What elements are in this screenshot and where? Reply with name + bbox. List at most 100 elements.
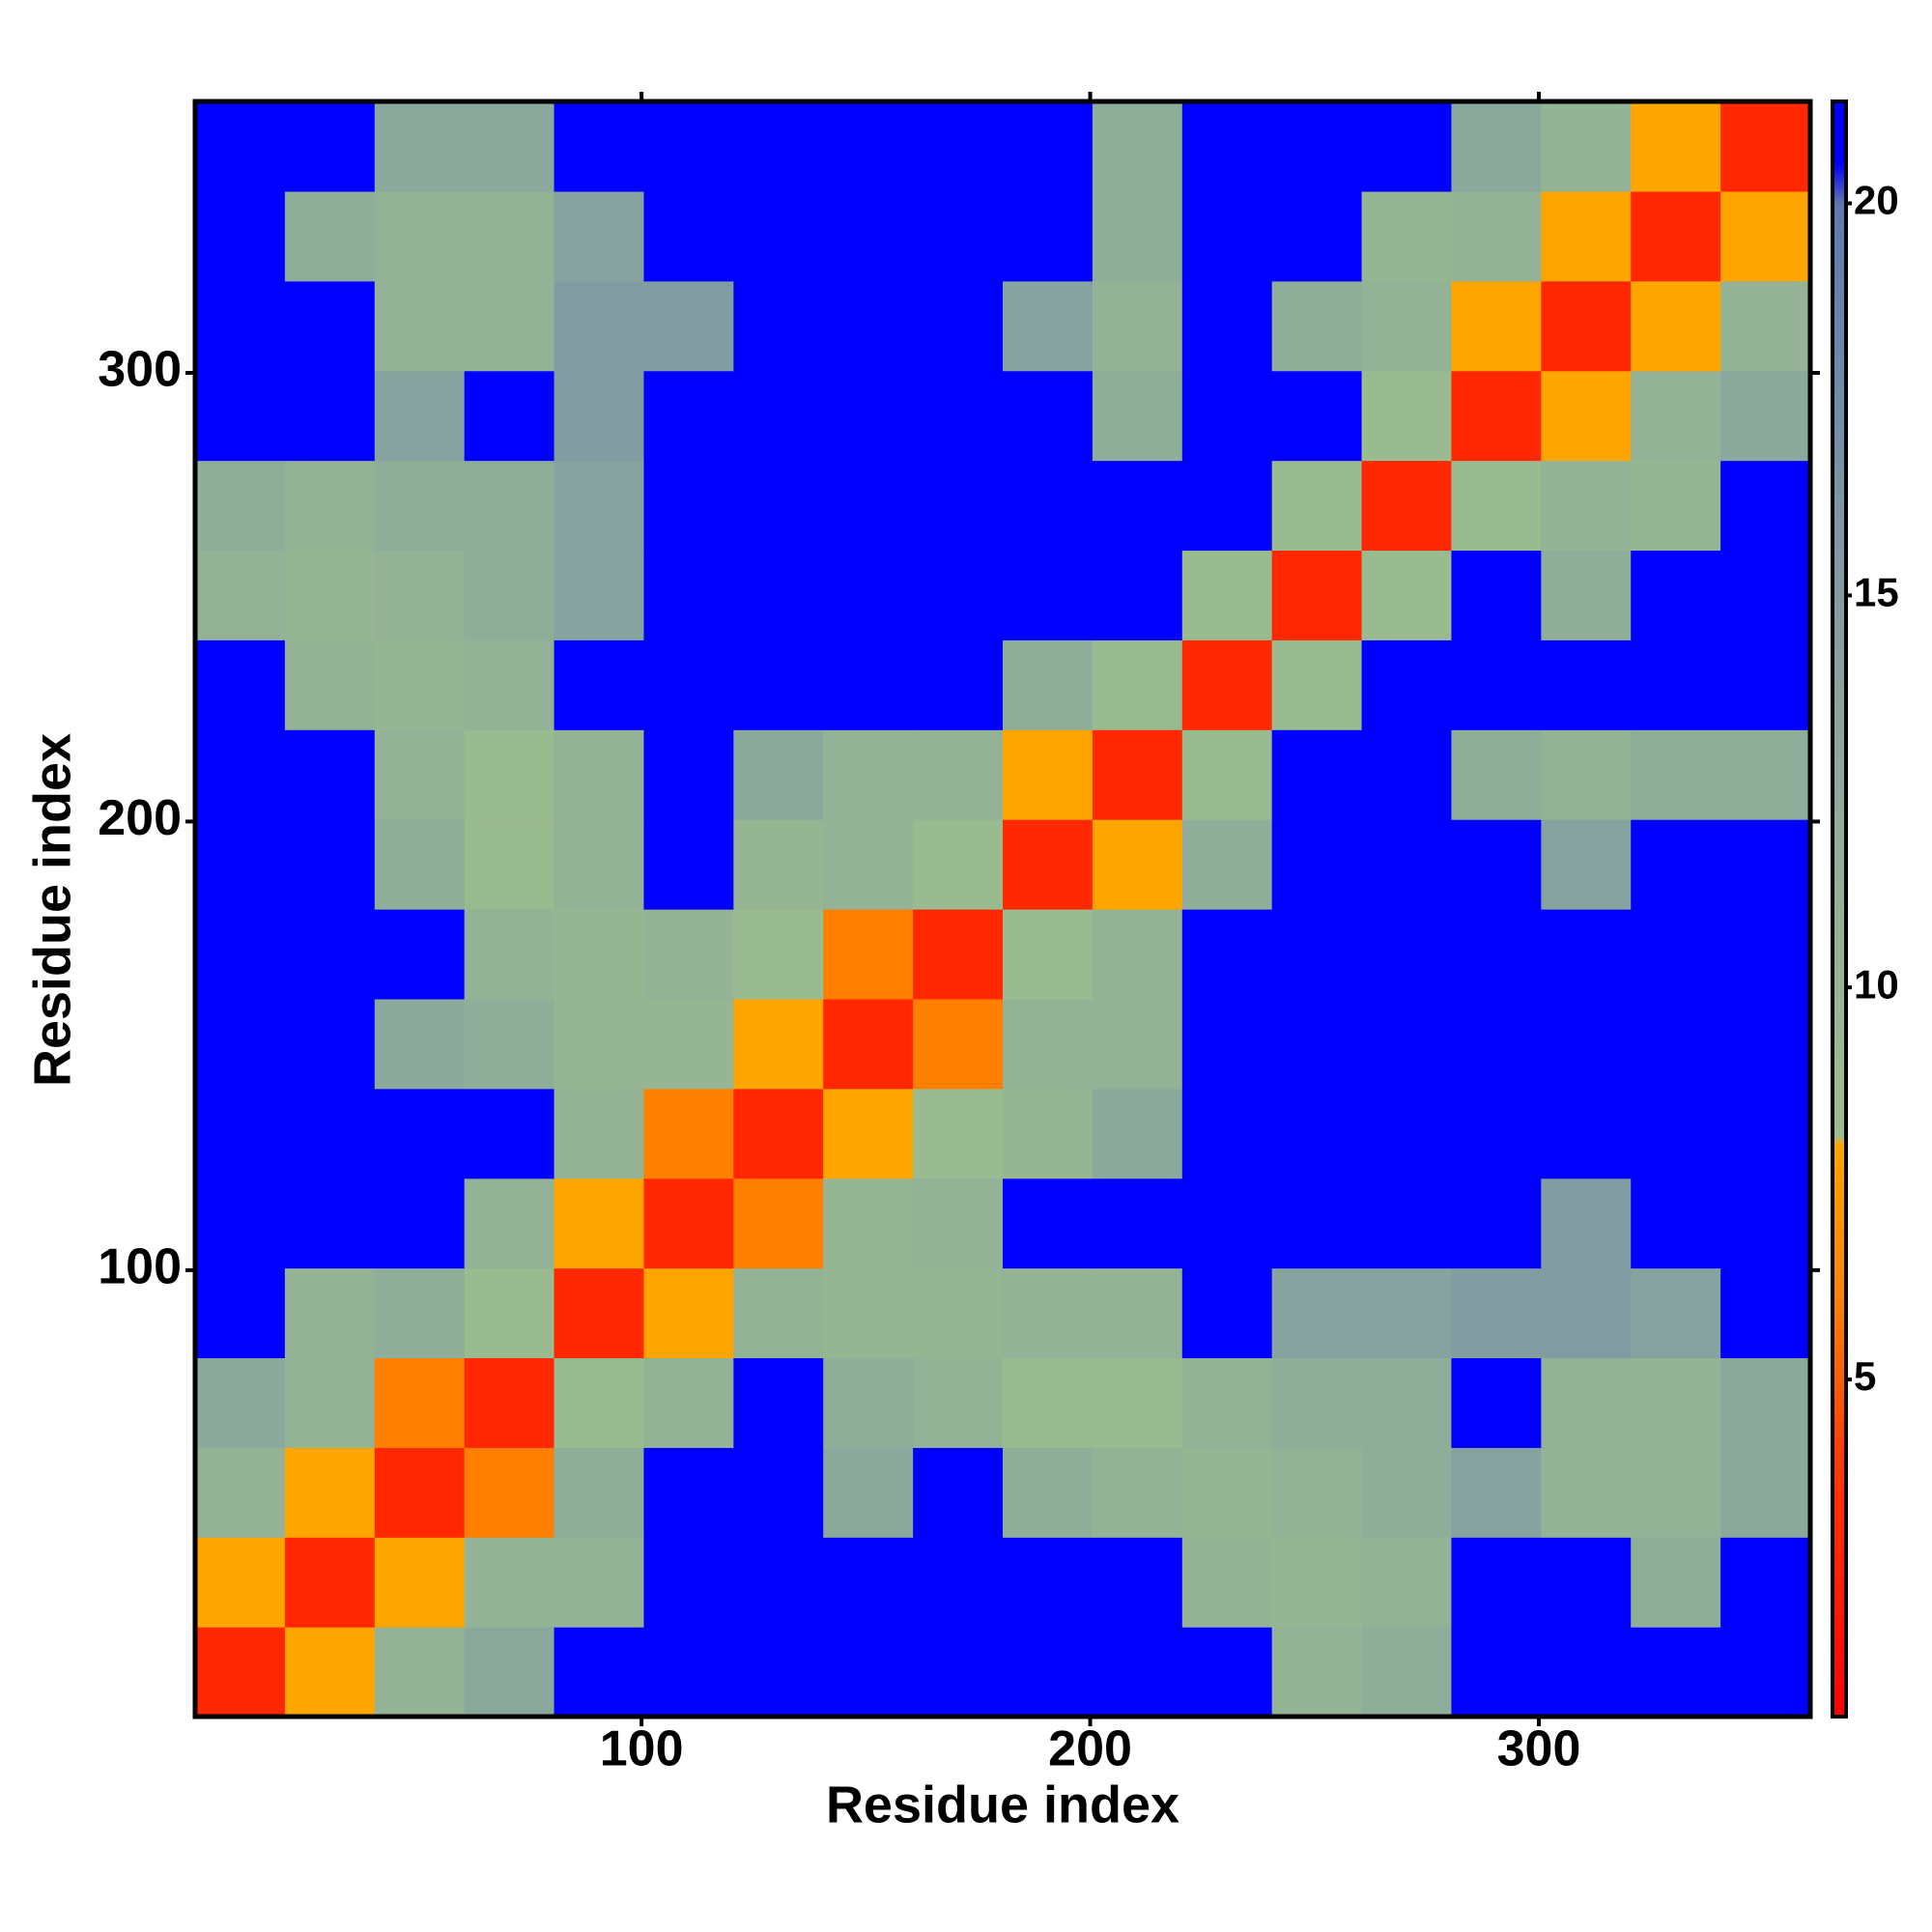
heatmap-cell bbox=[733, 280, 824, 372]
x-tick-label: 100 bbox=[600, 1721, 684, 1777]
heatmap-cell bbox=[284, 1447, 376, 1538]
heatmap-cell bbox=[1451, 1447, 1542, 1538]
heatmap-cell bbox=[1003, 819, 1094, 910]
heatmap-cell bbox=[284, 1537, 376, 1628]
heatmap-cell bbox=[1631, 190, 1721, 282]
heatmap-cell bbox=[464, 1537, 555, 1628]
heatmap-cell bbox=[1720, 998, 1811, 1090]
heatmap-cell bbox=[284, 101, 376, 192]
heatmap-cell bbox=[1451, 1267, 1542, 1359]
heatmap-cell bbox=[1541, 280, 1632, 372]
heatmap-cell bbox=[374, 370, 466, 462]
heatmap-cell bbox=[1271, 460, 1363, 552]
heatmap-cell bbox=[554, 729, 645, 820]
heatmap-cell bbox=[1451, 370, 1542, 462]
heatmap-cell bbox=[1003, 639, 1094, 730]
heatmap-cell bbox=[823, 550, 914, 640]
heatmap-cell bbox=[1271, 280, 1363, 372]
heatmap-cell bbox=[1631, 1088, 1721, 1179]
heatmap-cell bbox=[464, 639, 555, 730]
heatmap-cell bbox=[464, 550, 555, 640]
heatmap-cell bbox=[823, 1178, 914, 1269]
heatmap-cell bbox=[554, 190, 645, 282]
heatmap-cell bbox=[1631, 460, 1721, 552]
heatmap-cell bbox=[1451, 1178, 1542, 1269]
heatmap-cell bbox=[554, 819, 645, 910]
y-tick-label: 200 bbox=[98, 790, 182, 846]
heatmap-cell bbox=[195, 729, 286, 820]
heatmap-cell bbox=[464, 1267, 555, 1359]
heatmap-cell bbox=[464, 998, 555, 1090]
heatmap-cell bbox=[374, 909, 466, 1000]
heatmap-cell bbox=[913, 639, 1004, 730]
heatmap-cell bbox=[554, 280, 645, 372]
heatmap-cell bbox=[1631, 370, 1721, 462]
heatmap-cell bbox=[1720, 190, 1811, 282]
heatmap-cell bbox=[284, 1267, 376, 1359]
heatmap-cell bbox=[1181, 460, 1273, 552]
heatmap-cell bbox=[1720, 729, 1811, 820]
heatmap-cell bbox=[374, 1267, 466, 1359]
heatmap-cell bbox=[1451, 729, 1542, 820]
heatmap-cell bbox=[374, 1537, 466, 1628]
heatmap-cell bbox=[913, 1178, 1004, 1269]
heatmap-cell bbox=[1361, 998, 1453, 1090]
heatmap-cell bbox=[1720, 460, 1811, 552]
heatmap-cell bbox=[1631, 1267, 1721, 1359]
heatmap-cell bbox=[554, 1178, 645, 1269]
heatmap-cell bbox=[1003, 998, 1094, 1090]
heatmap-cell bbox=[1541, 460, 1632, 552]
colorbar-segment bbox=[1833, 1458, 1846, 1718]
heatmap-cell bbox=[374, 1178, 466, 1269]
heatmap-cell bbox=[913, 1627, 1004, 1718]
heatmap-cell bbox=[284, 460, 376, 552]
heatmap-cell bbox=[195, 280, 286, 372]
heatmap-cell bbox=[1361, 1088, 1453, 1179]
heatmap-cell bbox=[823, 280, 914, 372]
heatmap-cell bbox=[374, 460, 466, 552]
heatmap-cell bbox=[1003, 1178, 1094, 1269]
heatmap-cell bbox=[1541, 1088, 1632, 1179]
heatmap-cell bbox=[1631, 1537, 1721, 1628]
heatmap-cell bbox=[1720, 639, 1811, 730]
heatmap-cell bbox=[554, 1537, 645, 1628]
plot-frame bbox=[192, 99, 1813, 1719]
heatmap-cell bbox=[823, 101, 914, 192]
heatmap-cell bbox=[195, 1627, 286, 1718]
heatmap-cell bbox=[733, 998, 824, 1090]
heatmap-cell bbox=[823, 1088, 914, 1179]
x-axis-title: Residue index bbox=[826, 1776, 1179, 1833]
heatmap-cell bbox=[1181, 1627, 1273, 1718]
heatmap-cell bbox=[1271, 370, 1363, 462]
heatmap-cell bbox=[1003, 1357, 1094, 1448]
heatmap-cell bbox=[195, 370, 286, 462]
heatmap-cell bbox=[1631, 101, 1721, 192]
heatmap-cell bbox=[1092, 819, 1183, 910]
heatmap-cell bbox=[1361, 639, 1453, 730]
heatmap-cell bbox=[1361, 370, 1453, 462]
heatmap-cell bbox=[1720, 1088, 1811, 1179]
heatmap-cell bbox=[1092, 1627, 1183, 1718]
heatmap-cell bbox=[643, 1627, 734, 1718]
heatmap-cell bbox=[823, 729, 914, 820]
heatmap-cell bbox=[374, 639, 466, 730]
heatmap-cell bbox=[374, 729, 466, 820]
heatmap-cell bbox=[1181, 639, 1273, 730]
x-tick-label: 300 bbox=[1497, 1721, 1581, 1777]
heatmap-cell bbox=[1631, 280, 1721, 372]
heatmap-cell bbox=[195, 639, 286, 730]
heatmap-cell bbox=[1003, 1537, 1094, 1628]
heatmap-cell bbox=[1631, 1627, 1721, 1718]
heatmap-cell bbox=[1092, 998, 1183, 1090]
heatmap-cell bbox=[1092, 1447, 1183, 1538]
heatmap-cell bbox=[733, 1447, 824, 1538]
heatmap-cell bbox=[1181, 909, 1273, 1000]
heatmap-cell bbox=[284, 280, 376, 372]
heatmap-cell bbox=[374, 280, 466, 372]
heatmap-cell bbox=[1720, 1627, 1811, 1718]
colorbar-segment bbox=[1833, 830, 1846, 1137]
heatmap-cell bbox=[464, 1627, 555, 1718]
heatmap-cell bbox=[733, 370, 824, 462]
heatmap-cell bbox=[284, 729, 376, 820]
heatmap-cell bbox=[374, 1088, 466, 1179]
